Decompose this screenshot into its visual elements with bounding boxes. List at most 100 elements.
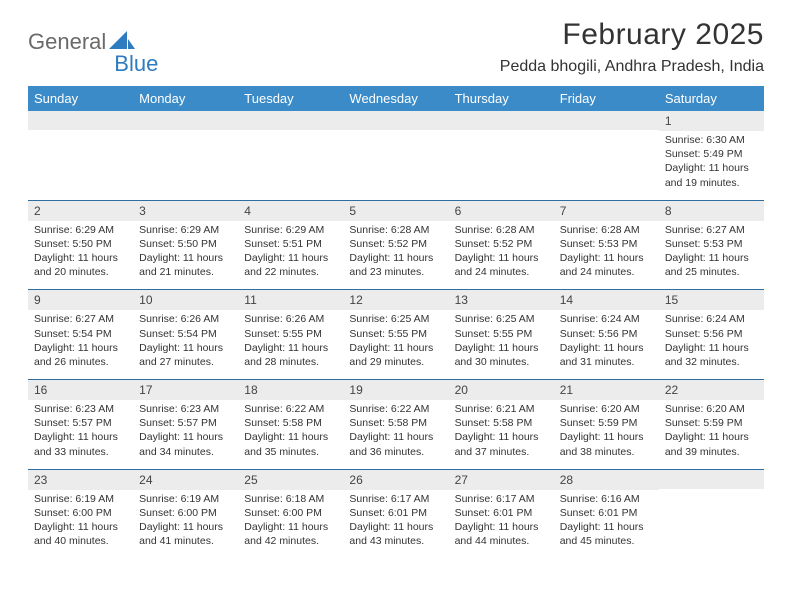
day-number: 3 (133, 201, 238, 221)
day-details: Sunrise: 6:21 AMSunset: 5:58 PMDaylight:… (449, 400, 554, 469)
day-number: 13 (449, 290, 554, 310)
day-details: Sunrise: 6:26 AMSunset: 5:55 PMDaylight:… (238, 310, 343, 379)
day-details: Sunrise: 6:29 AMSunset: 5:51 PMDaylight:… (238, 221, 343, 290)
calendar-cell (554, 111, 659, 200)
day-details: Sunrise: 6:24 AMSunset: 5:56 PMDaylight:… (554, 310, 659, 379)
day-number: 18 (238, 380, 343, 400)
day-number: 17 (133, 380, 238, 400)
header: General Blue February 2025 Pedda bhogili… (0, 0, 792, 80)
calendar-cell (343, 111, 448, 200)
title-month: February 2025 (500, 18, 764, 52)
calendar-row: 9Sunrise: 6:27 AMSunset: 5:54 PMDaylight… (28, 290, 764, 380)
day-details: Sunrise: 6:22 AMSunset: 5:58 PMDaylight:… (343, 400, 448, 469)
day-details: Sunrise: 6:19 AMSunset: 6:00 PMDaylight:… (28, 490, 133, 559)
day-details: Sunrise: 6:26 AMSunset: 5:54 PMDaylight:… (133, 310, 238, 379)
day-number: 14 (554, 290, 659, 310)
day-details: Sunrise: 6:23 AMSunset: 5:57 PMDaylight:… (133, 400, 238, 469)
day-details: Sunrise: 6:28 AMSunset: 5:52 PMDaylight:… (343, 221, 448, 290)
calendar-cell: 25Sunrise: 6:18 AMSunset: 6:00 PMDayligh… (238, 469, 343, 558)
calendar-cell: 16Sunrise: 6:23 AMSunset: 5:57 PMDayligh… (28, 380, 133, 470)
day-number: 11 (238, 290, 343, 310)
calendar-cell (659, 469, 764, 558)
calendar-cell: 7Sunrise: 6:28 AMSunset: 5:53 PMDaylight… (554, 200, 659, 290)
calendar-cell: 21Sunrise: 6:20 AMSunset: 5:59 PMDayligh… (554, 380, 659, 470)
calendar-cell: 13Sunrise: 6:25 AMSunset: 5:55 PMDayligh… (449, 290, 554, 380)
calendar-cell: 8Sunrise: 6:27 AMSunset: 5:53 PMDaylight… (659, 200, 764, 290)
weekday-header: Thursday (449, 86, 554, 111)
weekday-header: Wednesday (343, 86, 448, 111)
day-number: 8 (659, 201, 764, 221)
weekday-header: Sunday (28, 86, 133, 111)
weekday-header: Tuesday (238, 86, 343, 111)
day-number: 22 (659, 380, 764, 400)
calendar-cell: 28Sunrise: 6:16 AMSunset: 6:01 PMDayligh… (554, 469, 659, 558)
calendar-cell: 23Sunrise: 6:19 AMSunset: 6:00 PMDayligh… (28, 469, 133, 558)
day-number: 26 (343, 470, 448, 490)
calendar-cell (133, 111, 238, 200)
day-details: Sunrise: 6:25 AMSunset: 5:55 PMDaylight:… (449, 310, 554, 379)
day-details: Sunrise: 6:22 AMSunset: 5:58 PMDaylight:… (238, 400, 343, 469)
calendar-cell: 22Sunrise: 6:20 AMSunset: 5:59 PMDayligh… (659, 380, 764, 470)
day-details: Sunrise: 6:24 AMSunset: 5:56 PMDaylight:… (659, 310, 764, 379)
calendar-cell: 15Sunrise: 6:24 AMSunset: 5:56 PMDayligh… (659, 290, 764, 380)
day-details: Sunrise: 6:16 AMSunset: 6:01 PMDaylight:… (554, 490, 659, 559)
day-number: 5 (343, 201, 448, 221)
calendar-cell: 19Sunrise: 6:22 AMSunset: 5:58 PMDayligh… (343, 380, 448, 470)
calendar-cell: 6Sunrise: 6:28 AMSunset: 5:52 PMDaylight… (449, 200, 554, 290)
calendar-cell: 9Sunrise: 6:27 AMSunset: 5:54 PMDaylight… (28, 290, 133, 380)
calendar-head: SundayMondayTuesdayWednesdayThursdayFrid… (28, 86, 764, 111)
day-details: Sunrise: 6:20 AMSunset: 5:59 PMDaylight:… (554, 400, 659, 469)
calendar-cell: 14Sunrise: 6:24 AMSunset: 5:56 PMDayligh… (554, 290, 659, 380)
day-number: 10 (133, 290, 238, 310)
title-block: February 2025 Pedda bhogili, Andhra Prad… (500, 18, 764, 76)
day-details: Sunrise: 6:29 AMSunset: 5:50 PMDaylight:… (133, 221, 238, 290)
calendar-table: SundayMondayTuesdayWednesdayThursdayFrid… (28, 86, 764, 558)
calendar-cell: 20Sunrise: 6:21 AMSunset: 5:58 PMDayligh… (449, 380, 554, 470)
empty-day (133, 111, 238, 130)
day-details: Sunrise: 6:23 AMSunset: 5:57 PMDaylight:… (28, 400, 133, 469)
calendar-row: 1Sunrise: 6:30 AMSunset: 5:49 PMDaylight… (28, 111, 764, 200)
day-details: Sunrise: 6:28 AMSunset: 5:52 PMDaylight:… (449, 221, 554, 290)
weekday-header: Friday (554, 86, 659, 111)
calendar-body: 1Sunrise: 6:30 AMSunset: 5:49 PMDaylight… (28, 111, 764, 558)
day-number: 2 (28, 201, 133, 221)
day-details: Sunrise: 6:28 AMSunset: 5:53 PMDaylight:… (554, 221, 659, 290)
day-number: 1 (659, 111, 764, 131)
calendar-row: 16Sunrise: 6:23 AMSunset: 5:57 PMDayligh… (28, 380, 764, 470)
day-number: 16 (28, 380, 133, 400)
day-number: 23 (28, 470, 133, 490)
calendar-cell: 10Sunrise: 6:26 AMSunset: 5:54 PMDayligh… (133, 290, 238, 380)
calendar-cell (449, 111, 554, 200)
day-number: 28 (554, 470, 659, 490)
brand-part1: General (28, 29, 106, 55)
calendar-cell: 24Sunrise: 6:19 AMSunset: 6:00 PMDayligh… (133, 469, 238, 558)
day-details: Sunrise: 6:27 AMSunset: 5:53 PMDaylight:… (659, 221, 764, 290)
empty-day (554, 111, 659, 130)
day-details: Sunrise: 6:25 AMSunset: 5:55 PMDaylight:… (343, 310, 448, 379)
day-details: Sunrise: 6:18 AMSunset: 6:00 PMDaylight:… (238, 490, 343, 559)
day-number: 15 (659, 290, 764, 310)
calendar-cell: 2Sunrise: 6:29 AMSunset: 5:50 PMDaylight… (28, 200, 133, 290)
empty-day (449, 111, 554, 130)
weekday-header: Saturday (659, 86, 764, 111)
calendar-cell: 5Sunrise: 6:28 AMSunset: 5:52 PMDaylight… (343, 200, 448, 290)
brand-part2: Blue (114, 51, 158, 77)
calendar-cell: 4Sunrise: 6:29 AMSunset: 5:51 PMDaylight… (238, 200, 343, 290)
day-number: 25 (238, 470, 343, 490)
day-number: 4 (238, 201, 343, 221)
empty-day (238, 111, 343, 130)
calendar-cell: 3Sunrise: 6:29 AMSunset: 5:50 PMDaylight… (133, 200, 238, 290)
calendar-cell: 27Sunrise: 6:17 AMSunset: 6:01 PMDayligh… (449, 469, 554, 558)
day-number: 21 (554, 380, 659, 400)
day-details: Sunrise: 6:17 AMSunset: 6:01 PMDaylight:… (343, 490, 448, 559)
weekday-header: Monday (133, 86, 238, 111)
calendar-cell: 11Sunrise: 6:26 AMSunset: 5:55 PMDayligh… (238, 290, 343, 380)
day-number: 24 (133, 470, 238, 490)
calendar-cell: 18Sunrise: 6:22 AMSunset: 5:58 PMDayligh… (238, 380, 343, 470)
brand-logo: General Blue (28, 18, 158, 66)
calendar-row: 2Sunrise: 6:29 AMSunset: 5:50 PMDaylight… (28, 200, 764, 290)
day-number: 9 (28, 290, 133, 310)
calendar-cell (28, 111, 133, 200)
calendar-cell: 1Sunrise: 6:30 AMSunset: 5:49 PMDaylight… (659, 111, 764, 200)
calendar-cell (238, 111, 343, 200)
